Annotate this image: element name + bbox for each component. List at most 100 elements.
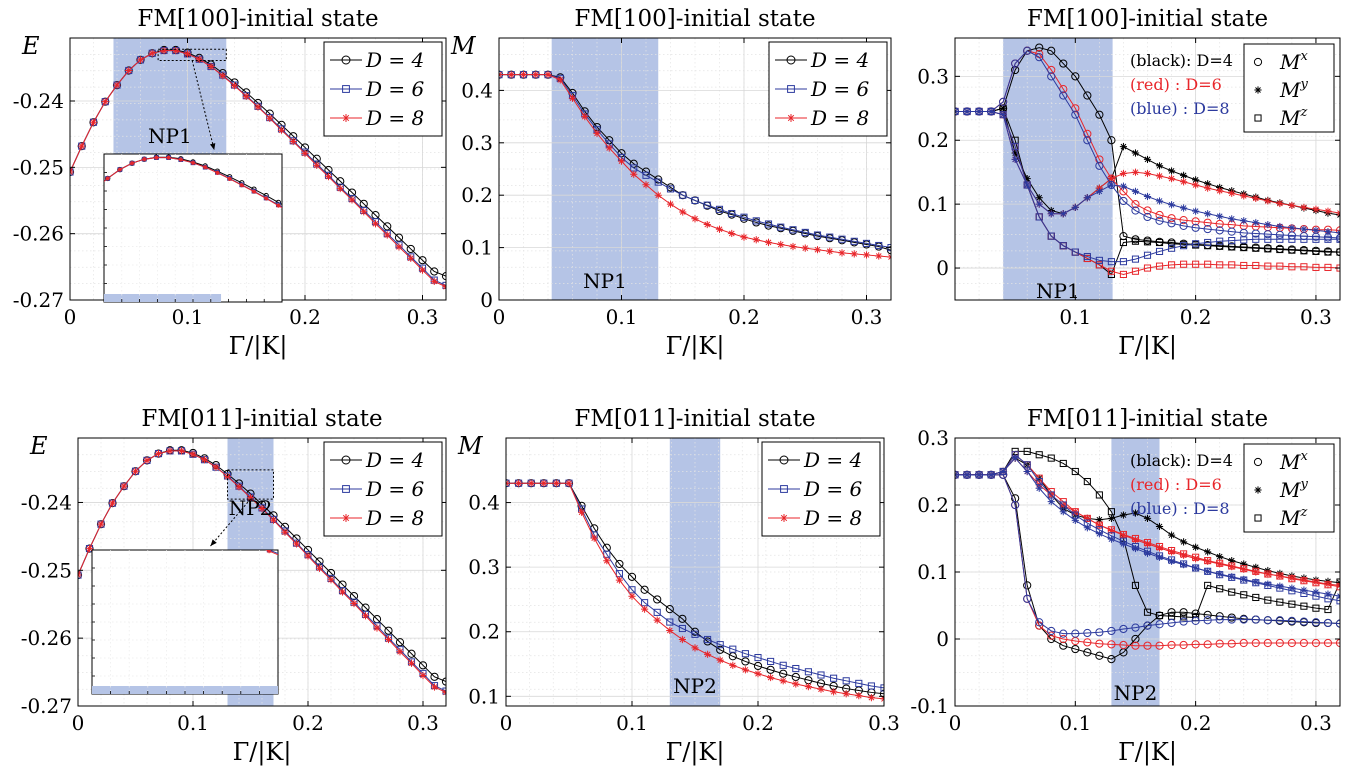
data-point — [1324, 248, 1332, 256]
data-point — [1131, 634, 1140, 644]
data-point — [817, 671, 825, 679]
data-point — [1228, 573, 1236, 581]
data-point — [1252, 567, 1260, 575]
data-point — [767, 657, 775, 666]
data-point — [678, 191, 687, 200]
data-point — [1035, 213, 1043, 221]
data-point — [532, 71, 540, 79]
data-point — [101, 98, 109, 106]
data-point — [1167, 548, 1176, 556]
x-tick-label: 0.1 — [1059, 711, 1091, 735]
legend-m-label: Mx — [1279, 49, 1308, 74]
y-tick-label: -0.25 — [21, 558, 72, 582]
inset-point — [1, 457, 5, 461]
data-point — [1215, 639, 1224, 648]
legend-d-label: (blue) : D=8 — [1130, 99, 1230, 118]
data-point — [1119, 531, 1128, 539]
legend-label: D = 4 — [365, 448, 424, 472]
data-point — [1312, 235, 1320, 243]
data-point — [792, 664, 800, 673]
legend-d-label: (red) : D=6 — [1130, 75, 1222, 94]
data-point — [1119, 196, 1128, 206]
data-point — [540, 479, 548, 487]
data-point — [1023, 594, 1032, 603]
data-point — [1071, 72, 1080, 81]
y-axis-label: M — [457, 432, 484, 460]
data-point — [1095, 261, 1103, 269]
data-point — [1204, 581, 1212, 589]
data-point — [1095, 516, 1103, 524]
data-point — [1300, 602, 1308, 610]
legend-label: D = 6 — [365, 477, 425, 501]
y-tick-label: 0 — [936, 627, 949, 651]
data-point — [395, 638, 405, 647]
data-point — [1131, 536, 1140, 544]
data-point — [1119, 270, 1127, 278]
data-point — [1155, 553, 1164, 561]
data-point — [741, 666, 749, 674]
inset-point — [288, 207, 292, 211]
legend-marker — [342, 114, 350, 122]
data-point — [1276, 222, 1284, 231]
panel-p6: 0 0.1 0.2 0.3-0.100.10.20.3FM[011]-initial … — [910, 406, 1341, 767]
data-point — [1324, 235, 1332, 243]
data-point — [1035, 618, 1044, 627]
data-point — [223, 473, 232, 481]
data-point — [653, 608, 661, 616]
data-point — [1011, 451, 1019, 459]
data-point — [242, 92, 250, 100]
inset-point — [301, 217, 305, 221]
data-point — [1312, 604, 1320, 612]
data-point — [987, 471, 995, 479]
data-point — [1203, 610, 1212, 619]
data-point — [1215, 226, 1224, 235]
data-point — [1083, 519, 1091, 527]
x-tick-label: 0.1 — [616, 711, 648, 735]
data-point — [1143, 236, 1152, 245]
legend-m-label: Mx — [1279, 449, 1308, 474]
data-point — [716, 656, 724, 664]
data-point — [1312, 592, 1320, 600]
data-point — [1131, 168, 1140, 176]
inset-plot — [1, 457, 278, 694]
data-point — [1168, 547, 1176, 555]
data-point — [777, 240, 785, 249]
data-point — [1276, 199, 1284, 208]
data-point — [195, 55, 203, 63]
x-axis-label: Γ/|K| — [666, 332, 725, 361]
series-group — [499, 70, 891, 261]
data-point — [855, 679, 863, 687]
data-point — [1288, 224, 1296, 232]
data-point — [801, 244, 809, 252]
data-point — [373, 624, 381, 632]
x-tick-label: 0 — [949, 711, 962, 735]
data-point — [593, 129, 601, 137]
data-point — [1192, 260, 1200, 268]
data-point — [1312, 226, 1320, 234]
data-point — [1155, 611, 1164, 620]
data-point — [384, 626, 393, 635]
data-point — [1216, 585, 1224, 593]
data-point — [875, 252, 883, 260]
data-point — [1275, 230, 1284, 239]
inset-point — [154, 155, 159, 160]
axes-frame — [954, 37, 1341, 301]
data-point — [1167, 557, 1176, 565]
data-point — [1095, 526, 1103, 534]
zoom-arrow-head — [210, 539, 217, 546]
y-tick-label: 0 — [480, 288, 493, 312]
inset-point — [134, 498, 138, 502]
data-point — [617, 157, 626, 165]
shaded-region-label: NP1 — [1036, 279, 1080, 303]
data-point — [1179, 640, 1188, 650]
data-point — [1216, 552, 1224, 561]
data-point — [1143, 621, 1152, 630]
data-point — [1264, 220, 1272, 229]
data-point — [1288, 201, 1296, 210]
legend-marker — [342, 85, 350, 93]
data-point — [1035, 484, 1043, 492]
data-point — [716, 641, 724, 649]
data-point — [1240, 244, 1248, 252]
data-point — [1023, 447, 1031, 455]
data-point — [1227, 639, 1236, 648]
